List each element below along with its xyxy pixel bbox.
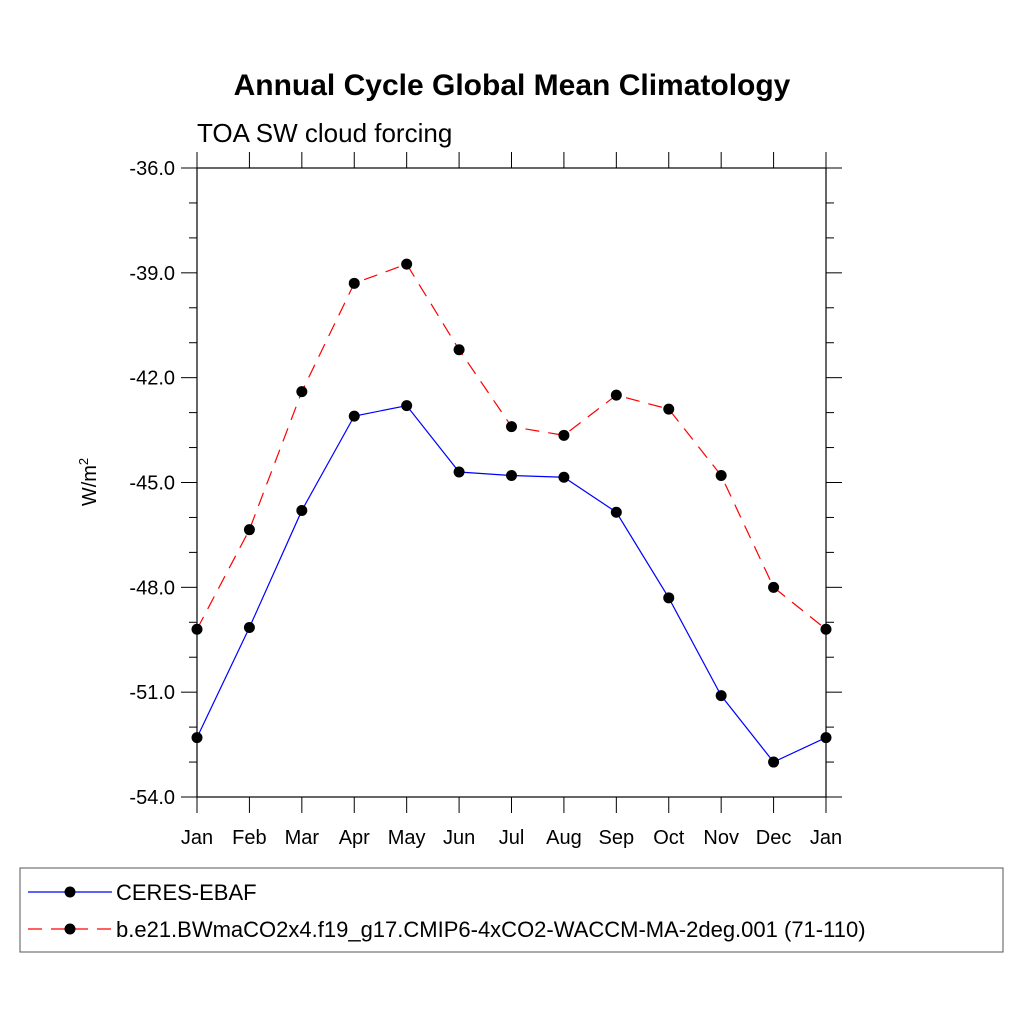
data-point [768,756,780,768]
legend-label: b.e21.BWmaCO2x4.f19_g17.CMIP6-4xCO2-WACC… [116,917,866,942]
x-tick-label: Feb [232,827,266,849]
y-tick-label: -54.0 [129,787,175,809]
legend-marker [64,886,76,898]
x-tick-label: Jan [181,827,213,849]
data-point [453,466,465,478]
data-point [348,410,360,422]
legend-label: CERES-EBAF [116,880,257,905]
data-point [820,623,832,635]
y-tick-label: -48.0 [129,577,175,599]
y-tick-label: -51.0 [129,682,175,704]
data-point [453,344,465,356]
data-point [768,581,780,593]
x-tick-label: Mar [285,827,320,849]
x-tick-label: Nov [703,827,739,849]
x-tick-label: Oct [653,827,685,849]
series-line [196,404,827,763]
axes: -54.0 -51.0 -48.0 -45.0 -42.0 -39.0 -36.0 Jan Fe… [129,152,842,849]
data-point [296,504,308,516]
data-point [401,400,413,412]
data-point [610,389,622,401]
data-point [820,732,832,744]
chart-title: Annual Cycle Global Mean Climatology [234,69,791,102]
data-point [296,386,308,398]
series-line [196,263,827,630]
data-point [715,470,727,482]
x-tick-label: Dec [756,827,792,849]
y-tick-label: -45.0 [129,473,175,495]
series-1 [191,400,832,768]
data-point [558,429,570,441]
y-tick-label: -39.0 [129,263,175,285]
legend-marker [64,923,76,935]
x-tick-label: Aug [546,827,582,849]
legend: CERES-EBAF b.e21.BWmaCO2x4.f19_g17.CMIP6-… [19,867,1004,953]
data-point [243,524,255,536]
y-axis-label: W/m2 [76,458,101,506]
y-axis-label-unit: W/m [79,465,101,506]
data-point [191,732,203,744]
data-point [348,277,360,289]
data-point [610,506,622,518]
x-tick-label: Jun [443,827,475,849]
data-point [506,421,517,433]
series-2 [191,258,832,635]
y-axis-label-exponent: 2 [76,458,91,465]
legend-box [19,867,1004,953]
data-point [191,623,203,635]
data-point [663,403,675,415]
series-layer [191,258,832,768]
data-point [558,471,570,483]
x-tick-label: May [388,827,426,849]
chart-subtitle: TOA SW cloud forcing [197,118,452,148]
data-point [715,690,727,702]
plot-frame [196,167,827,798]
data-point [663,592,675,604]
x-tick-label: Jul [499,827,525,849]
y-tick-label: -42.0 [129,368,175,390]
data-point [506,470,517,482]
data-point [243,622,255,634]
x-tick-label: Apr [339,827,370,849]
x-tick-label: Sep [599,827,635,849]
y-tick-label: -36.0 [129,158,175,180]
x-tick-label: Jan [810,827,842,849]
data-point [401,258,413,270]
